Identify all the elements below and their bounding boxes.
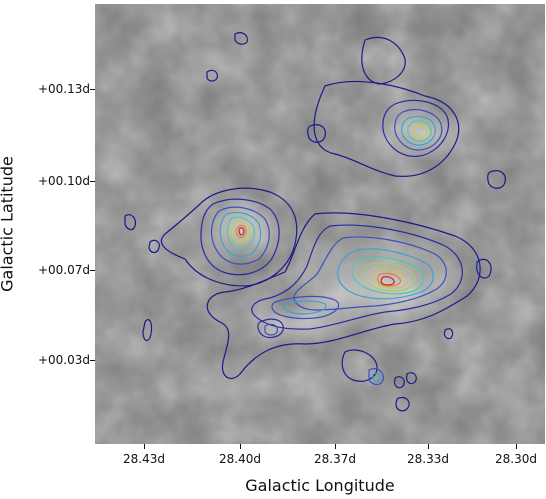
contour-line [200, 198, 280, 276]
contour-clump-upper-right [206, 32, 506, 189]
x-tick-mark [335, 444, 336, 449]
contour-line [394, 376, 405, 389]
contour-line [371, 268, 408, 289]
contour-line [377, 272, 402, 287]
contour-line [219, 211, 262, 258]
x-tick-label: 28.33d [407, 452, 449, 466]
x-tick-label: 28.37d [314, 452, 356, 466]
emission-glow [385, 106, 465, 162]
y-tick-mark [90, 270, 95, 271]
contour-line [234, 32, 248, 45]
y-tick-label: +00.07d [37, 263, 90, 277]
contour-clump-left [124, 187, 298, 342]
contour-line [124, 214, 136, 231]
contour-line [206, 69, 218, 82]
x-tick-label: 28.43d [123, 452, 165, 466]
y-tick-label: +00.13d [37, 82, 90, 96]
x-tick-label: 28.30d [495, 452, 537, 466]
y-tick-mark [90, 89, 95, 90]
contour-line [487, 170, 506, 189]
contour-line [271, 295, 340, 320]
contour-line [407, 120, 432, 142]
contour-line [313, 80, 460, 177]
contour-line [406, 372, 417, 385]
contour-line [251, 224, 463, 330]
contour-line [361, 262, 416, 292]
grayscale-map [95, 4, 545, 444]
contour-line [206, 212, 481, 379]
contour-line [351, 256, 424, 295]
contour-line [401, 115, 436, 146]
contour-line [235, 224, 247, 238]
contour-line [231, 221, 250, 243]
contour-line [341, 349, 378, 382]
contour-line [142, 319, 153, 342]
y-tick-label: +00.03d [37, 353, 90, 367]
contour-line [394, 109, 443, 151]
contour-line [443, 328, 454, 340]
x-tick-mark [144, 444, 145, 449]
x-axis-label: Galactic Longitude [245, 476, 395, 495]
y-tick-mark [90, 360, 95, 361]
contour-line [282, 300, 327, 315]
contour-line [382, 99, 449, 157]
contour-clump-center [206, 212, 492, 412]
image-panel [95, 4, 545, 444]
x-tick-label: 28.40d [219, 452, 261, 466]
y-axis-label: Galactic Latitude [0, 156, 17, 292]
contour-line [361, 36, 406, 85]
y-tick-mark [90, 181, 95, 182]
contour-line [160, 187, 298, 287]
contour-line [337, 248, 434, 300]
y-tick-label: +00.10d [37, 174, 90, 188]
x-tick-mark [428, 444, 429, 449]
contour-line [210, 206, 270, 265]
contour-line [264, 323, 278, 336]
x-tick-mark [240, 444, 241, 449]
contour-line [148, 239, 160, 254]
contour-line [227, 216, 256, 249]
contour-line [368, 368, 384, 386]
contour-line [395, 396, 410, 412]
contour-line [476, 258, 492, 279]
contour-line [380, 276, 395, 286]
contour-line [257, 318, 284, 339]
contour-line [238, 227, 245, 236]
contour-line [413, 124, 428, 138]
contour-line [372, 372, 381, 382]
contour-line [293, 236, 447, 311]
x-tick-mark [516, 444, 517, 449]
contour-line [307, 124, 326, 143]
